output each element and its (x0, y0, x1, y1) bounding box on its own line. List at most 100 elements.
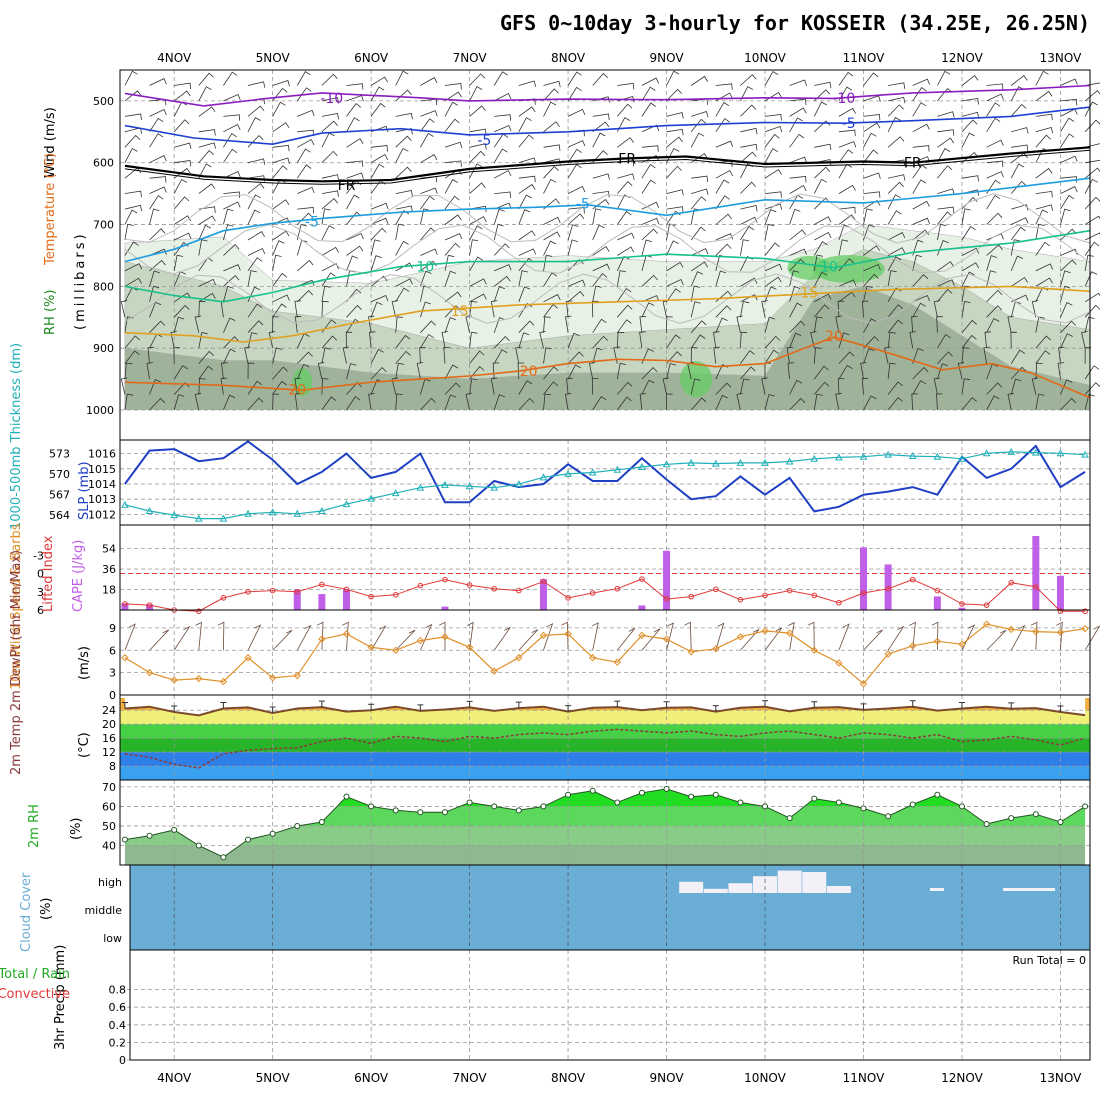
wind-barb (690, 132, 705, 148)
rh2m-point (762, 803, 769, 810)
wind-barb (247, 270, 257, 287)
thickness-point (441, 480, 449, 488)
wind-barb (1084, 119, 1100, 133)
contour-label: FR (618, 151, 636, 167)
wind-barb (937, 333, 951, 349)
wind-barb (961, 347, 970, 364)
wind-barb (937, 70, 951, 86)
wind-barb (690, 285, 701, 302)
wind-barb (493, 223, 504, 241)
wind-barb (863, 132, 877, 148)
wind-barb (124, 134, 141, 148)
wind-barb (395, 135, 412, 148)
wind-barb (469, 278, 487, 287)
wind-barb (888, 96, 906, 104)
wind10-barb (124, 623, 136, 651)
x-tick-label-bottom: 13NOV (1040, 1071, 1082, 1085)
thickness-point (268, 508, 277, 516)
wind-barb (297, 186, 315, 194)
rh2m-point (269, 830, 276, 837)
thickness-point (367, 494, 375, 502)
wind10-barb (641, 628, 661, 651)
wind10-barb (740, 628, 760, 651)
wind-barb (592, 300, 599, 318)
wind-barb (986, 289, 1003, 303)
wind-barb (565, 300, 573, 318)
cape-tick-label: 54 (102, 543, 116, 556)
wind-barb (395, 210, 410, 225)
thickness-tick-label: 570 (49, 468, 70, 481)
wind-barb (838, 351, 855, 364)
high-cloud-bar (679, 881, 704, 893)
ylabel-temp2m: 2m Temp 2m DewPt (6hr Min/Max) (9, 550, 24, 775)
wind-barb (272, 79, 290, 87)
wind-barb (247, 247, 266, 256)
wind-barb (814, 89, 831, 102)
wind-barb (835, 315, 842, 333)
wind10-point (318, 635, 326, 643)
wind-barb (616, 396, 632, 411)
wind-barb (592, 173, 610, 180)
wind-barb (568, 207, 585, 214)
wind-barb (838, 163, 853, 179)
wind-barb (986, 117, 1001, 133)
wind-barb (1058, 346, 1065, 364)
wind-barb (740, 301, 750, 318)
cloud-level-label: low (103, 932, 122, 945)
wind-barb (469, 331, 478, 349)
wind10-point (145, 668, 154, 677)
wind-barb (666, 278, 684, 287)
wind-barb (543, 165, 559, 179)
wind-barb (616, 381, 633, 395)
wind-barb (321, 378, 329, 395)
cape-tick-label: 36 (102, 563, 116, 576)
rh-band (124, 825, 1086, 846)
li-point (1082, 608, 1088, 615)
pressure-tick-label: 800 (93, 280, 114, 293)
li-point (589, 590, 596, 596)
wind10-barb (715, 622, 725, 651)
rh2m-point (121, 836, 128, 843)
wind10-point (958, 640, 966, 649)
temp-color-band (120, 738, 1090, 753)
wind-barb (294, 393, 302, 411)
wind-barb (296, 363, 310, 380)
wind-barb (838, 279, 857, 287)
temp-minmax-bar (860, 703, 867, 710)
wind-barb (813, 316, 823, 333)
wind-barb (346, 83, 364, 90)
wind-barb (617, 232, 635, 241)
wind-barb (592, 113, 610, 121)
below-ground-strip (120, 410, 1090, 440)
wind-barb (368, 315, 375, 333)
wind-barb (444, 195, 460, 210)
wind-barb (567, 71, 582, 86)
wind-barb (223, 224, 234, 241)
temp-minmax-bar (762, 700, 769, 707)
wind-barb (666, 70, 680, 86)
wind-barb (567, 86, 582, 102)
wind-barb (887, 210, 902, 225)
rh-tick-label: 70 (102, 781, 116, 794)
wind-barb (937, 279, 955, 287)
wind-barb (838, 141, 857, 148)
wind-barb (813, 393, 823, 411)
wind-barb (690, 320, 707, 333)
wind-barb (395, 262, 413, 272)
wind-barb (838, 149, 854, 163)
ylabel-wind: Wind (m/s) (43, 107, 58, 178)
wind-barb (937, 211, 953, 225)
wind10-barb (217, 621, 225, 651)
wind-barb (247, 397, 264, 411)
wind-barb (887, 331, 896, 349)
ylabel-cloud-unit: (%) (39, 898, 54, 921)
wind-tick-label: 0 (109, 689, 116, 702)
wind-barb (641, 102, 656, 117)
thickness-point (293, 509, 302, 517)
wind-barb (543, 80, 561, 88)
isotherm-fr-double (124, 149, 1091, 185)
rh2m-point (466, 799, 473, 806)
wind-barb (321, 150, 338, 163)
rh2m-point (1032, 811, 1039, 818)
